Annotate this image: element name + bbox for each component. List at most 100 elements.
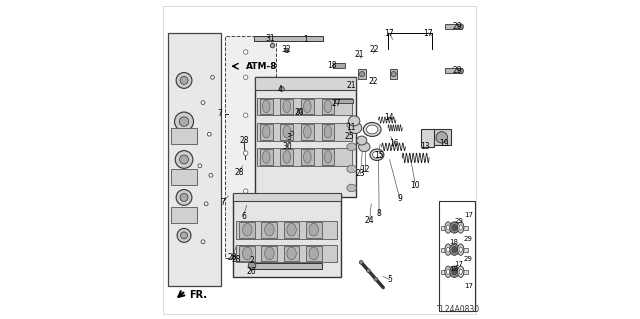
Ellipse shape bbox=[458, 222, 464, 233]
Circle shape bbox=[458, 68, 463, 74]
Bar bbox=[233, 193, 340, 201]
Ellipse shape bbox=[309, 223, 319, 236]
Circle shape bbox=[280, 87, 284, 91]
Ellipse shape bbox=[309, 247, 319, 260]
Bar bbox=[301, 124, 314, 140]
Bar bbox=[284, 222, 300, 238]
Circle shape bbox=[391, 71, 396, 77]
Bar bbox=[284, 246, 300, 261]
Bar bbox=[441, 270, 468, 274]
Circle shape bbox=[201, 101, 205, 105]
Text: 29: 29 bbox=[454, 218, 463, 224]
Circle shape bbox=[243, 75, 248, 79]
Ellipse shape bbox=[452, 247, 457, 253]
Circle shape bbox=[270, 43, 275, 48]
Ellipse shape bbox=[372, 151, 381, 158]
Ellipse shape bbox=[283, 151, 291, 163]
Bar bbox=[172, 169, 196, 185]
Ellipse shape bbox=[347, 121, 356, 129]
Bar bbox=[321, 99, 334, 114]
Bar bbox=[168, 33, 221, 286]
Bar bbox=[321, 149, 334, 165]
Text: 3: 3 bbox=[286, 133, 291, 142]
Bar bbox=[252, 77, 363, 299]
Bar bbox=[165, 24, 228, 292]
Ellipse shape bbox=[303, 125, 311, 138]
Circle shape bbox=[175, 151, 193, 168]
Circle shape bbox=[180, 77, 188, 85]
Ellipse shape bbox=[356, 136, 367, 145]
Ellipse shape bbox=[303, 151, 311, 163]
Bar bbox=[260, 99, 273, 114]
Bar bbox=[321, 124, 334, 140]
Text: 26: 26 bbox=[246, 267, 256, 276]
Circle shape bbox=[175, 112, 193, 131]
Text: 28: 28 bbox=[232, 255, 241, 263]
Ellipse shape bbox=[447, 225, 450, 230]
Bar bbox=[390, 69, 397, 79]
Circle shape bbox=[179, 117, 189, 126]
Bar bbox=[280, 99, 293, 114]
Ellipse shape bbox=[450, 266, 459, 278]
Text: 28: 28 bbox=[227, 253, 237, 262]
Circle shape bbox=[243, 227, 248, 231]
Text: 25: 25 bbox=[345, 132, 355, 141]
Circle shape bbox=[243, 151, 248, 155]
Circle shape bbox=[207, 132, 211, 136]
Bar bbox=[301, 99, 314, 114]
Circle shape bbox=[243, 189, 248, 193]
Text: 17: 17 bbox=[454, 262, 463, 268]
Ellipse shape bbox=[450, 222, 459, 233]
Ellipse shape bbox=[452, 224, 457, 231]
Text: 6: 6 bbox=[241, 212, 246, 221]
Text: 19: 19 bbox=[440, 138, 449, 148]
Bar bbox=[225, 36, 276, 257]
Ellipse shape bbox=[324, 151, 332, 163]
Bar bbox=[260, 124, 273, 140]
Circle shape bbox=[289, 131, 294, 136]
Bar bbox=[306, 222, 321, 238]
Text: ATM-8: ATM-8 bbox=[246, 62, 277, 71]
Bar bbox=[280, 149, 293, 165]
Ellipse shape bbox=[447, 247, 450, 252]
Circle shape bbox=[458, 24, 463, 30]
Text: 22: 22 bbox=[369, 77, 378, 85]
Text: 7: 7 bbox=[220, 198, 225, 207]
Text: 9: 9 bbox=[397, 194, 402, 203]
Circle shape bbox=[359, 260, 363, 264]
Circle shape bbox=[285, 48, 289, 53]
Bar bbox=[233, 194, 340, 277]
Bar bbox=[445, 24, 462, 29]
Bar bbox=[306, 246, 321, 261]
Circle shape bbox=[436, 132, 447, 143]
Ellipse shape bbox=[347, 165, 356, 173]
Ellipse shape bbox=[370, 149, 384, 160]
Ellipse shape bbox=[447, 269, 450, 274]
Text: 21: 21 bbox=[354, 50, 364, 59]
Bar bbox=[358, 69, 366, 79]
Text: 17: 17 bbox=[464, 283, 473, 289]
Text: 28: 28 bbox=[234, 168, 244, 177]
Ellipse shape bbox=[459, 225, 462, 230]
Ellipse shape bbox=[287, 223, 296, 236]
Circle shape bbox=[243, 50, 248, 54]
Ellipse shape bbox=[347, 184, 356, 192]
Circle shape bbox=[201, 240, 205, 244]
Bar bbox=[236, 245, 337, 262]
Ellipse shape bbox=[324, 100, 332, 113]
Bar bbox=[438, 201, 475, 311]
Text: 21: 21 bbox=[346, 81, 356, 90]
Bar bbox=[257, 148, 351, 166]
Bar bbox=[257, 123, 351, 141]
Text: 13: 13 bbox=[420, 142, 430, 151]
Circle shape bbox=[176, 72, 192, 88]
Bar bbox=[280, 124, 293, 140]
Circle shape bbox=[180, 155, 188, 164]
Ellipse shape bbox=[243, 247, 252, 260]
Bar bbox=[239, 222, 255, 238]
Text: 8: 8 bbox=[377, 209, 381, 219]
Bar bbox=[260, 149, 273, 165]
Bar bbox=[236, 221, 337, 239]
Text: 18: 18 bbox=[449, 266, 458, 271]
Ellipse shape bbox=[283, 125, 291, 138]
